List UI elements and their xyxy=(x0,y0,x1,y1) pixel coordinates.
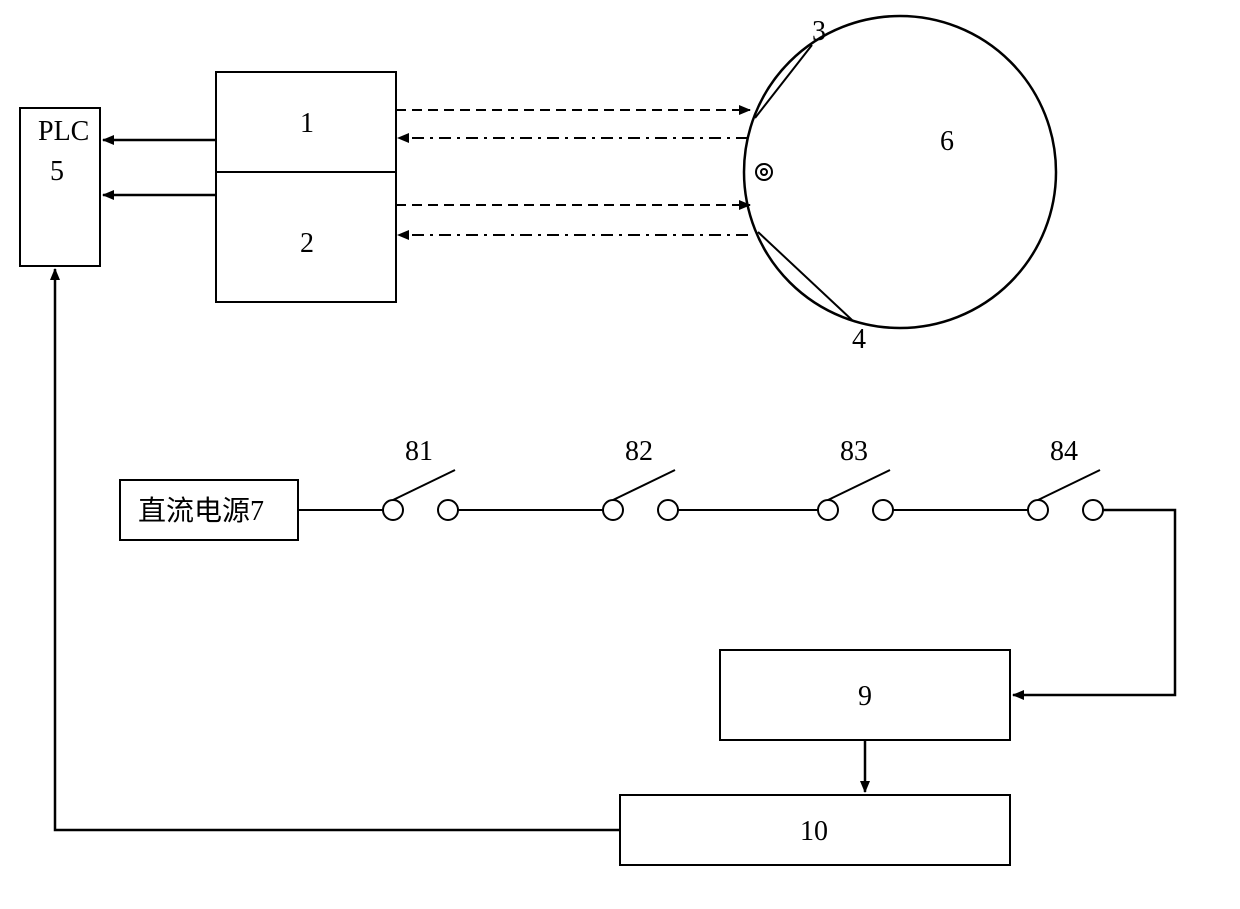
switch-81-label: 81 xyxy=(405,436,433,467)
box-10-label: 10 xyxy=(800,816,828,847)
wire-84-to-9 xyxy=(1013,510,1175,695)
plc-label-top: PLC xyxy=(38,116,89,147)
switch-81: 81 xyxy=(383,436,458,520)
switch-83-label: 83 xyxy=(840,436,868,467)
inner-dot-inner xyxy=(761,169,767,175)
circle-6-label: 6 xyxy=(940,126,954,157)
switch-83: 83 xyxy=(818,436,893,520)
pointer-3-label: 3 xyxy=(812,16,826,47)
dc-power-label: 直流电源7 xyxy=(138,495,264,527)
box-9-label: 9 xyxy=(858,681,872,712)
switch-84-label: 84 xyxy=(1050,436,1078,467)
arrow-10-to-plc xyxy=(55,269,620,830)
plc-label-bottom: 5 xyxy=(50,156,64,187)
switch-84: 84 xyxy=(1028,436,1103,520)
circle-6 xyxy=(744,16,1056,328)
switch-82: 82 xyxy=(603,436,678,520)
sensor-1-label: 1 xyxy=(300,108,314,139)
switch-82-label: 82 xyxy=(625,436,653,467)
pointer-4-label: 4 xyxy=(852,324,866,355)
sensor-2-label: 2 xyxy=(300,228,314,259)
